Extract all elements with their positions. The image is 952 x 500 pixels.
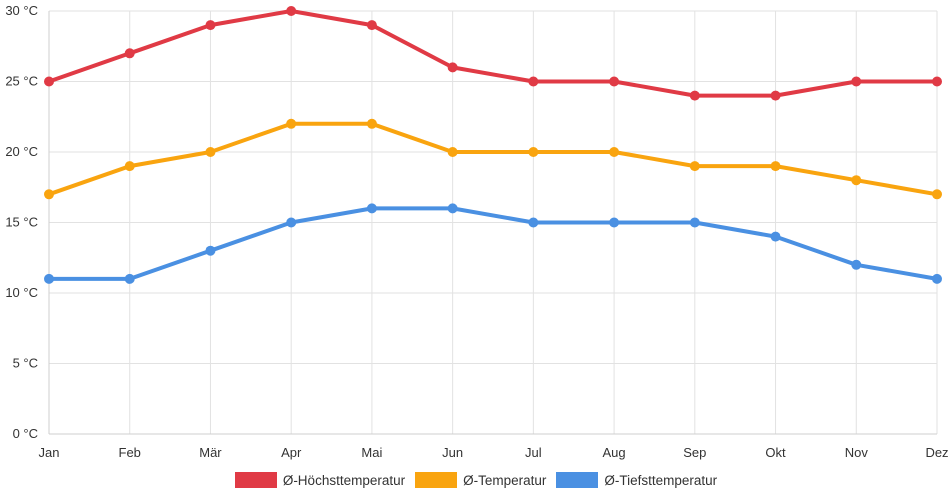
x-tick-label-3: Apr [281,445,302,460]
series-line-1 [47,121,939,197]
x-tick-label-2: Mär [199,445,222,460]
data-point-2-6 [528,217,539,228]
data-point-0-0 [44,76,54,87]
x-tick-label-8: Sep [683,445,706,460]
data-point-0-7 [609,76,620,87]
data-point-0-2 [205,20,216,31]
legend-item-max[interactable]: Ø-Höchsttemperatur [234,472,406,488]
legend-label-avg: Ø-Temperatur [463,472,547,488]
x-tick-label-5: Jun [442,445,463,460]
chart-legend: Ø-Höchsttemperatur Ø-Temperatur Ø-Tiefst… [0,472,952,488]
data-point-2-9 [770,231,781,242]
y-tick-label-1: 5 °C [13,356,38,371]
x-tick-label-0: Jan [39,445,60,460]
data-point-2-1 [124,273,135,284]
data-point-2-7 [609,217,620,228]
legend-label-min: Ø-Tiefsttemperatur [604,472,718,488]
data-point-2-0 [44,273,54,284]
x-tick-label-9: Okt [765,445,786,460]
x-tick-label-11: Dez [925,445,948,460]
data-point-2-4 [366,203,377,214]
data-point-0-10 [851,76,862,87]
data-point-0-1 [124,48,135,59]
data-point-0-5 [447,62,458,73]
y-tick-label-3: 15 °C [5,215,38,230]
data-point-1-1 [124,161,135,172]
y-tick-label-2: 10 °C [5,285,38,300]
y-tick-label-6: 30 °C [5,3,38,18]
legend-label-max: Ø-Höchsttemperatur [282,472,406,488]
x-tick-label-4: Mai [361,445,382,460]
x-tick-label-10: Nov [845,445,869,460]
data-point-1-9 [770,161,781,172]
data-point-1-8 [689,161,700,172]
data-point-2-10 [851,259,862,270]
data-point-1-6 [528,147,539,157]
legend-swatch-min [556,472,599,488]
legend-swatch-avg [415,472,458,488]
series-line-0 [47,9,939,98]
data-point-1-2 [205,147,216,157]
data-point-2-3 [286,217,297,228]
data-point-0-9 [770,90,781,101]
data-point-0-3 [286,6,297,16]
data-point-2-11 [932,273,942,284]
data-point-1-5 [447,147,458,157]
data-point-1-7 [609,147,620,157]
series-line-2 [47,206,939,281]
data-point-0-11 [932,76,942,87]
line-chart: 0 °C 5 °C 10 °C 15 °C 20 °C 25 °C 30 °C Jan Feb M… [5,3,948,460]
x-tick-label-7: Aug [603,445,626,460]
x-tick-label-6: Jul [525,445,542,460]
legend-item-min[interactable]: Ø-Tiefsttemperatur [556,472,717,488]
data-point-1-10 [851,175,862,186]
data-point-0-4 [366,20,377,31]
data-point-1-4 [366,118,377,129]
legend-item-avg[interactable]: Ø-Temperatur [415,472,546,488]
data-point-1-11 [932,189,942,200]
data-point-2-2 [205,245,216,256]
y-tick-label-0: 0 °C [13,426,38,441]
data-point-2-8 [689,217,700,228]
x-tick-label-1: Feb [119,445,141,460]
legend-swatch-max [234,472,277,488]
data-point-1-0 [44,189,54,200]
data-point-0-8 [689,90,700,101]
y-tick-label-4: 20 °C [5,144,38,159]
y-tick-label-5: 25 °C [5,74,38,89]
data-point-0-6 [528,76,539,87]
data-point-1-3 [286,118,297,129]
data-point-2-5 [447,203,458,214]
